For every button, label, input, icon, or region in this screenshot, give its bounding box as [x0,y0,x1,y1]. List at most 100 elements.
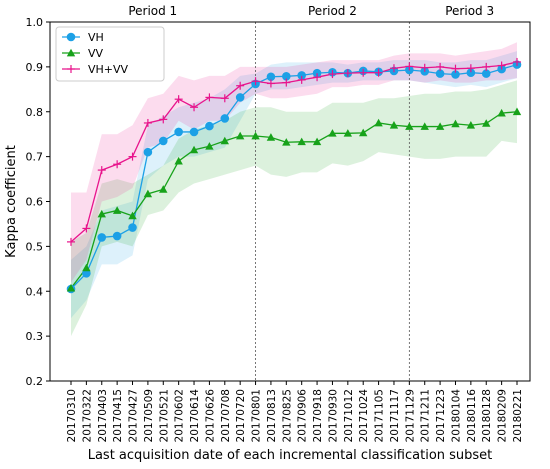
data-point-triangle [174,156,183,165]
data-point-triangle [328,129,337,137]
period-label: Period 3 [445,4,494,18]
data-point-circle [66,32,76,42]
data-point-triangle [235,131,245,140]
data-point-triangle [512,107,522,116]
data-point-triangle [482,119,491,127]
x-axis: 20170310 20170322 20170403 20170415 20170427… [66,381,524,442]
period-labels: Period 1 Period 2 Period 3 [128,4,494,18]
data-point-triangle [97,209,106,218]
x-tick-label: 20170906 [297,389,309,443]
data-point-plus [420,63,429,72]
data-point-triangle [312,137,322,146]
data-point-circle [435,69,445,78]
data-point-circle [189,127,199,137]
data-point-triangle [189,145,199,154]
data-point-triangle [205,142,214,150]
data-point-triangle [405,122,414,130]
x-tick-label: 20171105 [374,389,386,442]
data-point-plus [374,68,383,77]
series-line-vv [70,111,518,289]
x-tick-label: 20170626 [204,389,216,443]
legend-label: VV [88,47,104,60]
period-label: Period 1 [128,4,177,18]
data-point-plus [143,118,152,127]
data-point-plus [297,75,306,84]
x-tick-label: 20171117 [389,389,401,442]
legend: VH VV VH+VV [55,26,165,82]
x-tick-label: 20170708 [220,389,232,442]
data-point-plus [251,77,260,86]
confidence-bands [71,42,517,337]
x-tick-label: 20170415 [112,389,124,442]
data-point-triangle [266,133,276,141]
data-point-triangle [343,129,353,137]
x-tick-label: 20170521 [158,389,170,442]
y-tick-label: 0.4 [26,285,44,298]
y-tick-label: 0.7 [26,151,44,164]
data-point-circle [220,114,230,123]
data-point-circle [112,231,122,241]
data-point-plus [266,79,275,88]
y-tick-label: 0.6 [26,196,44,209]
legend-box [55,26,165,82]
data-point-plus [128,152,137,161]
data-point-plus [236,81,245,90]
x-tick-label: 20171211 [420,389,432,442]
data-point-plus [190,103,199,112]
x-tick-label: 20170322 [81,389,93,442]
band-vh-vv [71,42,517,283]
legend-label: VH [88,31,104,44]
x-tick-label: 20170825 [281,389,293,442]
y-tick-label: 0.9 [26,61,44,74]
data-point-triangle [466,121,476,129]
y-axis: 0.2 0.3 0.4 0.5 0.6 0.7 0.8 0.9 1.0 [26,16,50,388]
data-point-triangle [374,118,383,127]
period-label: Period 2 [308,4,357,18]
y-tick-label: 0.3 [26,330,44,343]
x-tick-label: 20170427 [128,389,140,442]
data-point-triangle [420,122,429,130]
data-point-triangle [159,185,168,193]
x-tick-label: 20170930 [327,389,339,442]
data-point-circle [174,127,183,137]
band-vv [71,80,517,337]
data-point-triangle [128,211,137,220]
data-point-triangle [112,206,122,214]
y-tick-label: 0.8 [26,106,44,119]
data-point-triangle [451,119,460,128]
data-point-plus [220,94,229,103]
data-point-plus [482,62,491,71]
data-point-plus [359,68,368,77]
data-point-circle [97,233,107,242]
data-point-plus [436,62,445,71]
y-axis-label: Kappa coefficient [4,145,19,258]
x-tick-label: 20171012 [343,389,355,442]
x-tick-label: 20170310 [66,389,78,442]
data-point-circle [143,147,153,157]
data-point-triangle [66,48,76,57]
data-point-plus [205,93,214,102]
data-point-circle [481,69,491,78]
x-tick-label: 20180104 [450,389,462,443]
legend-label: VH+VV [88,63,129,76]
data-point-plus [513,57,521,66]
data-point-plus [497,61,506,70]
data-point-circle [128,223,137,232]
data-point-plus [67,237,75,246]
x-tick-label: 20170720 [235,389,247,442]
x-axis-label: Last acquisition date of each incrementa… [88,448,493,463]
x-tick-label: 20170509 [143,389,155,442]
data-point-plus [159,115,168,124]
x-tick-label: 20170403 [97,389,109,442]
data-point-plus [282,78,291,87]
data-point-plus [451,64,460,73]
x-tick-label: 20180209 [497,389,509,442]
x-tick-label: 20170801 [251,389,263,442]
data-point-triangle [389,121,399,129]
band-vh [71,51,517,319]
data-point-plus [97,166,106,175]
data-point-plus [343,69,352,78]
data-point-triangle [143,189,153,198]
data-point-triangle [82,263,91,272]
